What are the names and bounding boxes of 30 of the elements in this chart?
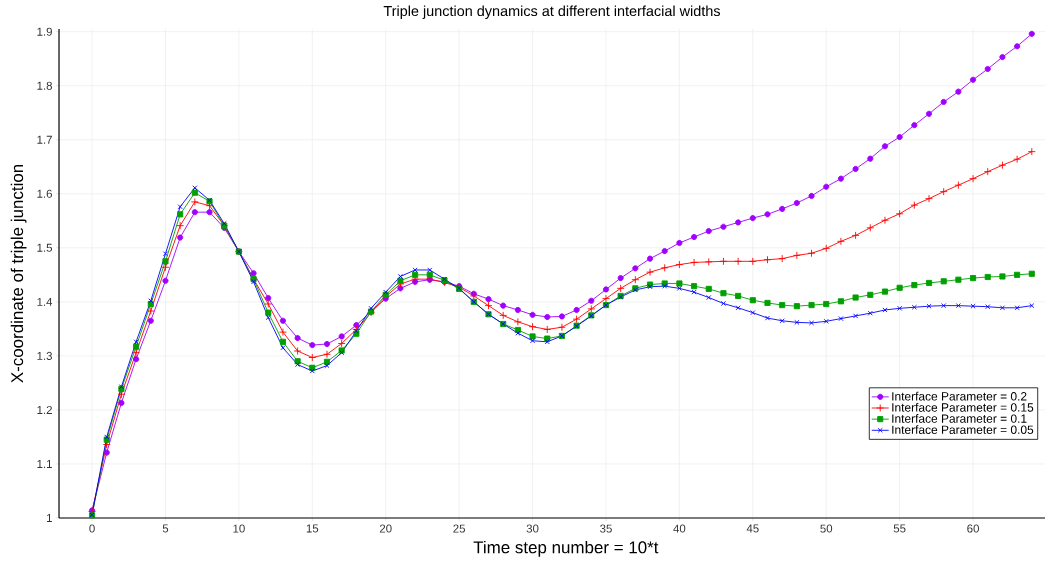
x-tick-label: 50	[820, 524, 833, 533]
legend-label: Interface Parameter = 0.05	[892, 425, 1034, 434]
y-tick-label: 1.3	[37, 351, 52, 360]
y-tick-label: 1.6	[37, 189, 52, 198]
x-tick-label: 25	[453, 524, 466, 533]
y-axis-title: X-coordinate of triple junction	[10, 164, 27, 383]
x-tick-label: 20	[379, 524, 392, 533]
x-tick-label: 40	[673, 524, 686, 533]
x-tick-label: 45	[746, 524, 759, 533]
x-tick-label: 0	[89, 524, 95, 533]
x-tick-label: 5	[162, 524, 169, 533]
y-tick-label: 1.1	[37, 460, 52, 468]
y-tick-label: 1.5	[37, 243, 53, 252]
y-tick-label: 1.8	[37, 81, 52, 90]
x-tick-label: 30	[526, 524, 539, 533]
x-tick-label: 60	[967, 524, 979, 533]
y-tick-label: 1.9	[37, 27, 52, 36]
y-tick-label: 1.4	[37, 297, 53, 306]
chart-title: Triple junction dynamics at different interfacial widths	[383, 5, 721, 19]
y-tick-label: 1.7	[37, 135, 52, 144]
legend-label: Interface Parameter = 0.1	[892, 414, 1027, 423]
x-tick-label: 55	[893, 524, 906, 533]
y-tick-label: 1	[46, 514, 52, 522]
x-axis-title: Time step number = 10*t	[473, 540, 659, 557]
legend-label: Interface Parameter = 0.15	[892, 402, 1034, 412]
x-tick-label: 15	[306, 524, 319, 533]
x-tick-label: 10	[233, 524, 245, 533]
legend-label: Interface Parameter = 0.2	[892, 391, 1027, 401]
y-tick-label: 1.2	[37, 405, 52, 414]
x-tick-label: 35	[600, 524, 612, 533]
